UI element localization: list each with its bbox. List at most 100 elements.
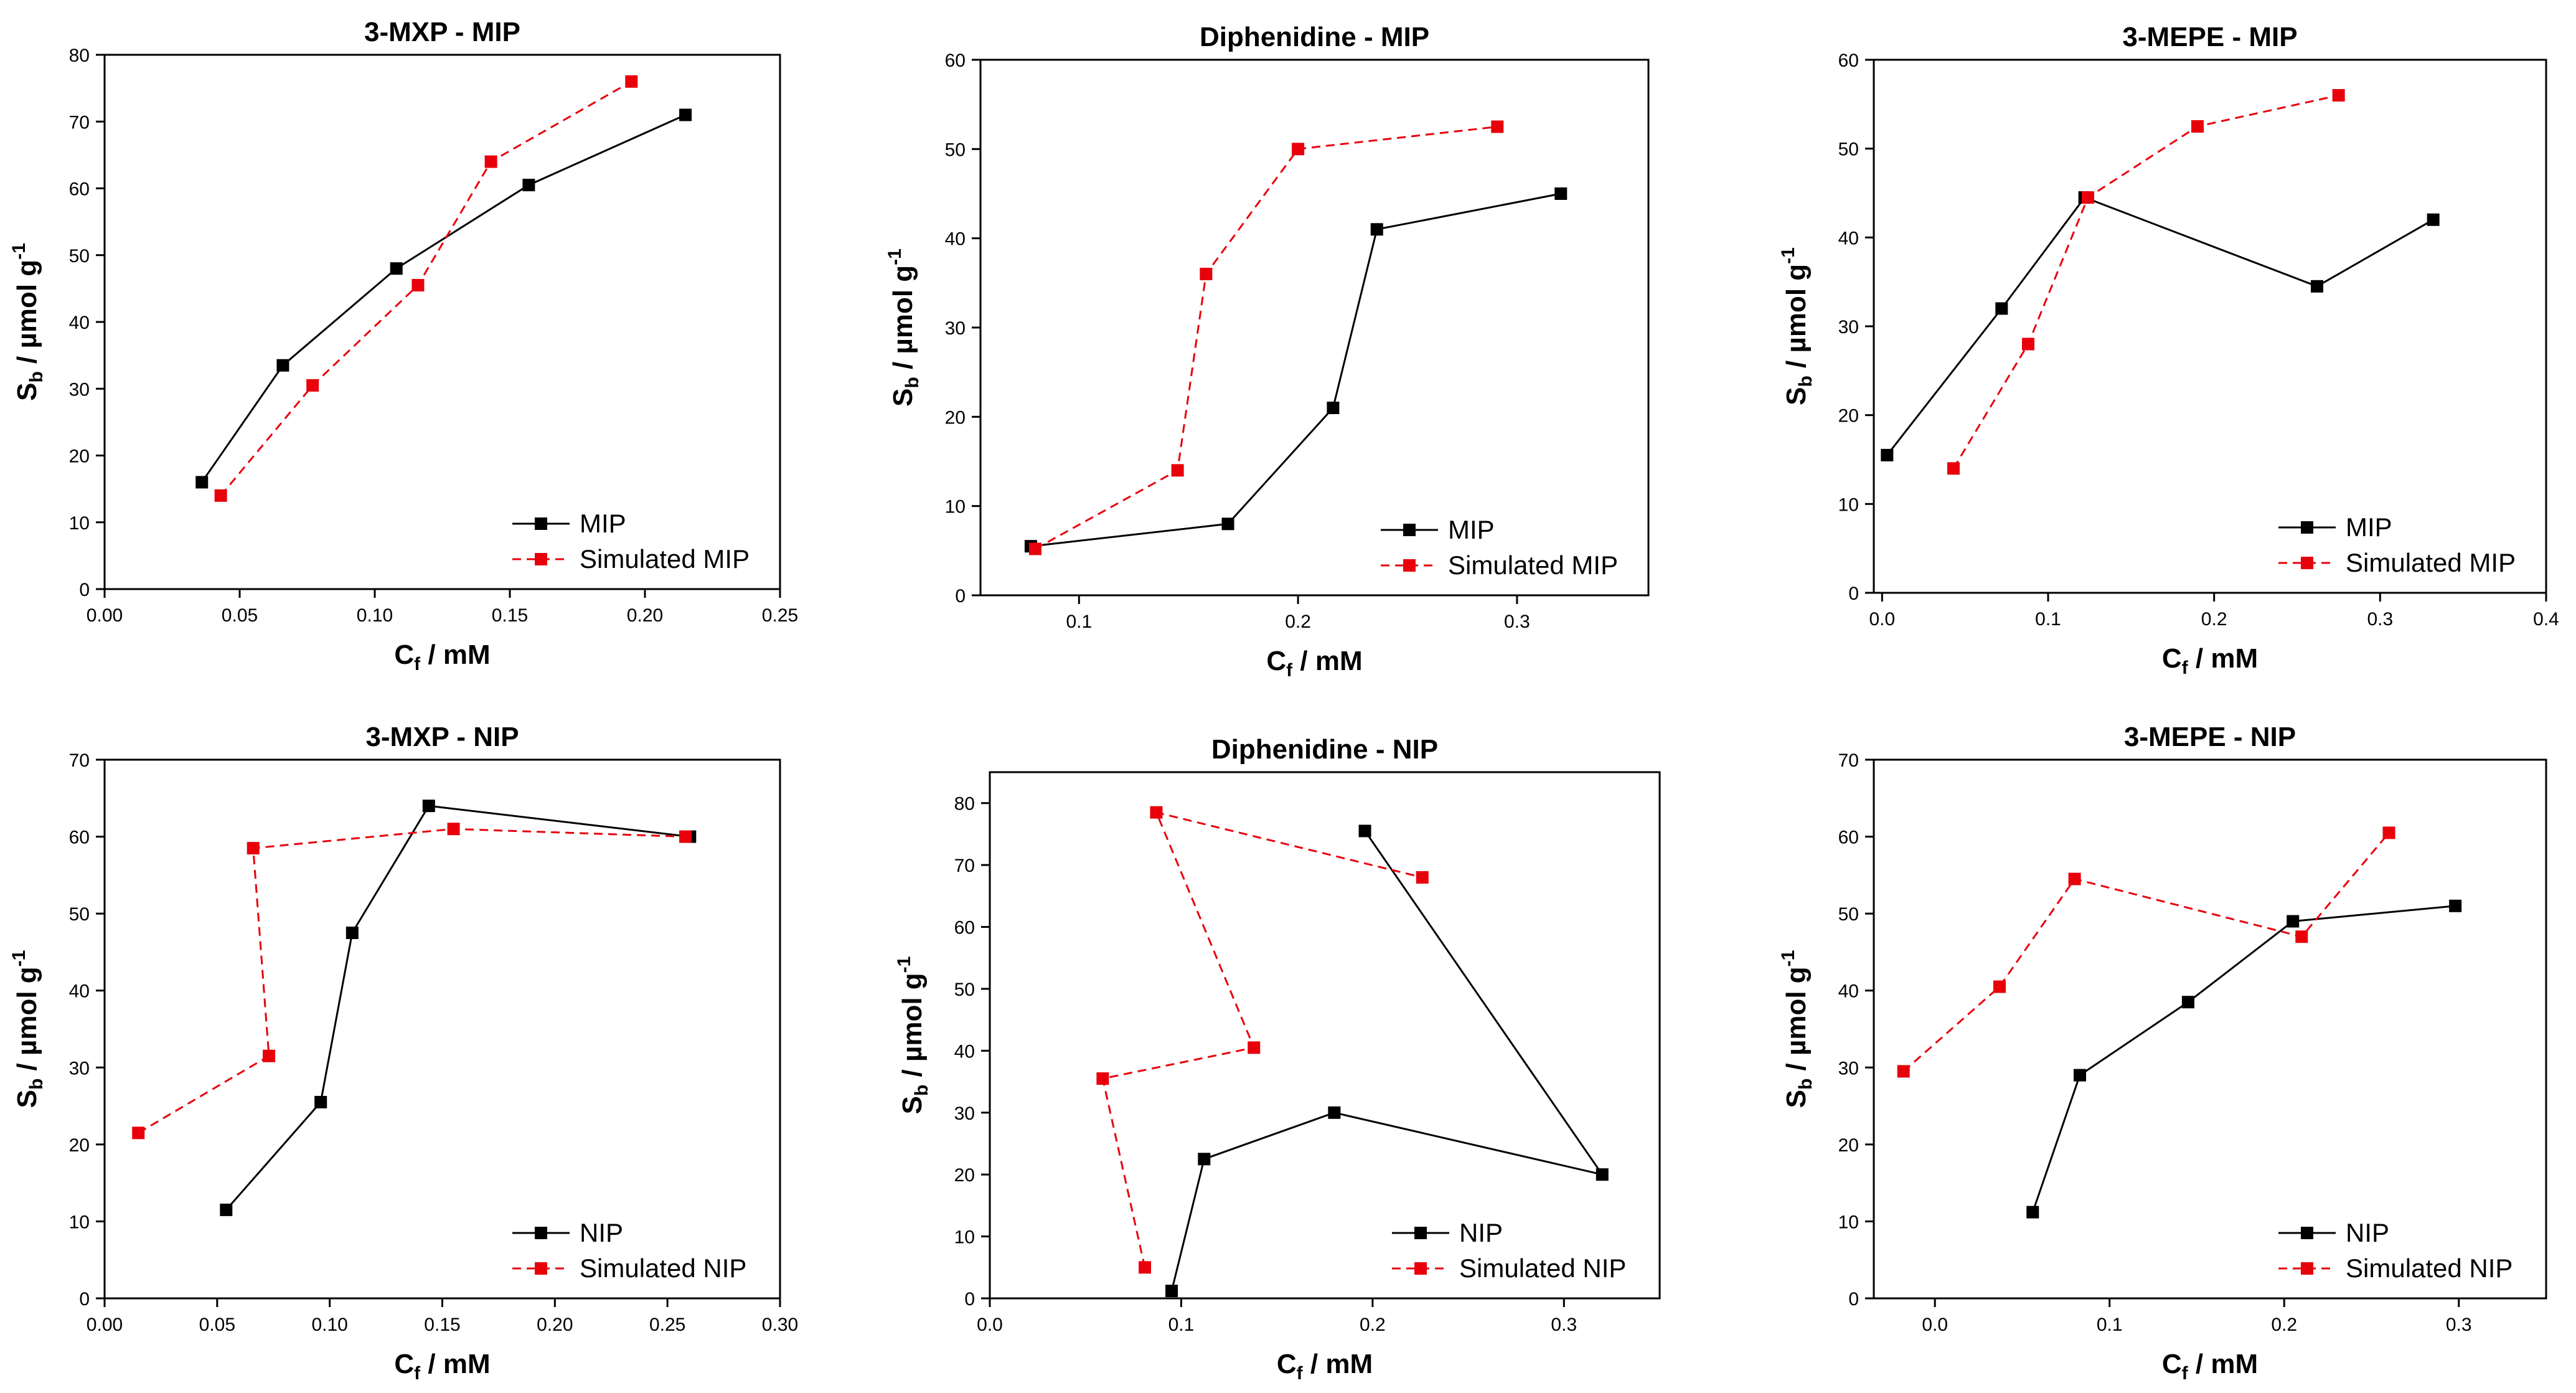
data-point-measured	[1554, 187, 1568, 200]
data-point-simulated	[1096, 1072, 1109, 1085]
data-point-simulated	[1200, 268, 1213, 280]
data-point-measured	[1198, 1153, 1211, 1166]
data-point-simulated	[2022, 338, 2034, 351]
y-tick-label: 80	[954, 794, 975, 815]
y-tick-label: 80	[69, 45, 90, 66]
x-tick-label: 0.00	[87, 605, 123, 626]
x-tick-label: 0.25	[762, 605, 798, 626]
data-point-simulated	[263, 1049, 276, 1062]
x-axis-label: Cf / mM	[394, 640, 490, 674]
legend-label: NIP	[580, 1218, 623, 1247]
legend-item-measured: NIP	[1392, 1218, 1503, 1247]
x-tick-label: 0.0	[1922, 1315, 1948, 1335]
series-line-simulated	[138, 828, 686, 1134]
y-tick-label: 40	[1838, 228, 1859, 248]
y-tick-label: 20	[1838, 406, 1859, 427]
y-tick-label: 30	[69, 1058, 90, 1079]
x-tick-label: 0.2	[2271, 1315, 2297, 1335]
y-tick-label: 20	[1838, 1135, 1859, 1156]
series-line-simulated	[220, 80, 632, 496]
x-tick-label: 0.10	[357, 605, 393, 626]
x-tick-label: 0.25	[649, 1315, 685, 1335]
y-axis-label: Sb / µmol g-1	[9, 950, 47, 1108]
y-tick-label: 20	[69, 446, 90, 467]
y-axis-label: Sb / µmol g-1	[894, 956, 932, 1115]
chart-panel-6: 3-MEPE - NIP 0.0 0.1 0.2 0.3 0 10 20 30 40 50 60 70 C…	[1778, 722, 2547, 1384]
y-tick-label: 0	[79, 580, 90, 600]
x-tick-label: 0.3	[2446, 1315, 2472, 1335]
x-tick-label: 0.1	[2035, 609, 2061, 630]
y-tick-label: 10	[69, 513, 90, 534]
legend-marker	[1414, 1262, 1427, 1275]
data-point-simulated	[1993, 980, 2006, 993]
legend-label: NIP	[2346, 1218, 2389, 1247]
series-line-measured	[2031, 905, 2456, 1213]
data-point-measured	[220, 1203, 233, 1216]
series-line-simulated	[1035, 126, 1498, 550]
y-tick-label: 40	[69, 981, 90, 1002]
y-tick-label: 70	[69, 112, 90, 133]
x-axis-label: Cf / mM	[2162, 1349, 2258, 1384]
data-point-measured	[2287, 915, 2300, 928]
x-tick-label: 0.4	[2533, 609, 2559, 630]
y-tick-label: 60	[1838, 828, 1859, 848]
legend-item-simulated: Simulated NIP	[2278, 1254, 2513, 1283]
x-tick-label: 0.2	[1360, 1315, 1386, 1335]
data-point-simulated	[1947, 462, 1960, 475]
y-axis-label: Sb / µmol g-1	[1778, 247, 1816, 405]
y-tick-label: 60	[69, 828, 90, 848]
data-point-simulated	[411, 279, 425, 292]
y-tick-label: 0	[1848, 1289, 1859, 1310]
x-axis-label: Cf / mM	[1266, 646, 1362, 681]
data-point-measured	[1165, 1285, 1178, 1298]
y-tick-label: 70	[69, 750, 90, 771]
y-tick-label: 30	[954, 1103, 975, 1124]
legend-item-measured: MIP	[512, 509, 626, 538]
y-tick-label: 10	[954, 1227, 975, 1248]
y-tick-label: 0	[955, 586, 966, 607]
x-tick-label: 0.1	[1168, 1315, 1195, 1335]
data-point-measured	[1328, 1106, 1341, 1119]
y-tick-label: 30	[945, 318, 966, 339]
data-point-measured	[1221, 517, 1234, 531]
data-point-measured	[314, 1095, 327, 1108]
series-line-measured	[1170, 830, 1605, 1291]
data-point-measured	[2427, 213, 2440, 226]
legend-item-simulated: Simulated MIP	[1381, 550, 1618, 580]
series-line-simulated	[1101, 811, 1423, 1268]
plot-frame	[103, 54, 781, 590]
x-axis-label: Cf / mM	[2162, 643, 2258, 678]
data-point-simulated	[132, 1126, 145, 1140]
chart-panel-2: Diphenidine - MIP 0.1 0.2 0.3 0 10 20 30 40 50 60 C…	[885, 22, 1650, 681]
data-point-measured	[2026, 1206, 2039, 1219]
data-point-measured	[679, 108, 692, 121]
data-point-measured	[1370, 223, 1383, 236]
legend-marker	[1403, 524, 1416, 536]
legend-marker	[2301, 521, 2313, 534]
data-point-simulated	[1139, 1261, 1152, 1274]
y-tick-label: 70	[1838, 750, 1859, 771]
data-point-measured	[1881, 448, 1894, 461]
data-point-simulated	[247, 842, 260, 855]
legend-item-measured: MIP	[1381, 515, 1495, 544]
legend-label: Simulated MIP	[580, 544, 750, 574]
data-point-measured	[276, 359, 289, 372]
data-point-simulated	[447, 823, 460, 836]
x-tick-label: 0.2	[1285, 612, 1311, 632]
chart-title: 3-MEPE - NIP	[2124, 722, 2296, 752]
y-tick-label: 60	[945, 50, 966, 71]
legend-item-measured: MIP	[2278, 512, 2392, 542]
data-point-measured	[1995, 302, 2008, 315]
data-point-simulated	[2068, 872, 2081, 885]
chart-panel-1: 3-MXP - MIP 0.00 0.05 0.10 0.15 0.20 0.25 0 10 20…	[9, 17, 798, 674]
data-point-simulated	[679, 830, 692, 843]
data-point-simulated	[306, 379, 319, 392]
legend-marker	[1403, 559, 1416, 572]
y-tick-label: 60	[954, 918, 975, 938]
data-point-simulated	[2082, 191, 2094, 204]
legend-item-measured: NIP	[2278, 1218, 2389, 1247]
legend-marker	[2301, 1262, 2313, 1275]
y-tick-label: 30	[1838, 1058, 1859, 1079]
